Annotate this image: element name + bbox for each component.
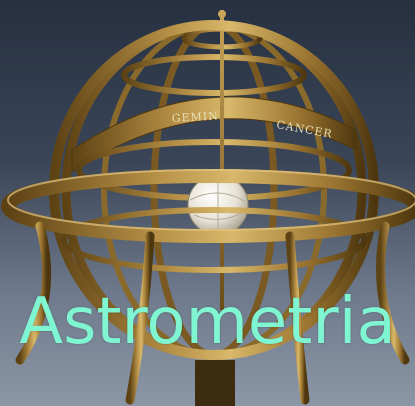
stand-base xyxy=(195,360,235,406)
axis-pole xyxy=(218,10,226,310)
image-title-overlay: Astrometria xyxy=(19,285,396,359)
zodiac-label-gemini: GEMINI xyxy=(171,109,224,125)
zodiac-band: GEMINI CANCER xyxy=(71,96,357,173)
horizon-ring xyxy=(1,169,415,243)
stand-legs xyxy=(15,221,410,405)
central-globe xyxy=(187,174,249,236)
